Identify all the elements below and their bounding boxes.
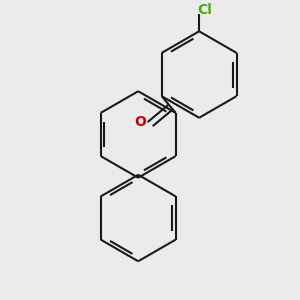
Text: Cl: Cl	[198, 3, 212, 17]
Text: O: O	[134, 115, 146, 129]
